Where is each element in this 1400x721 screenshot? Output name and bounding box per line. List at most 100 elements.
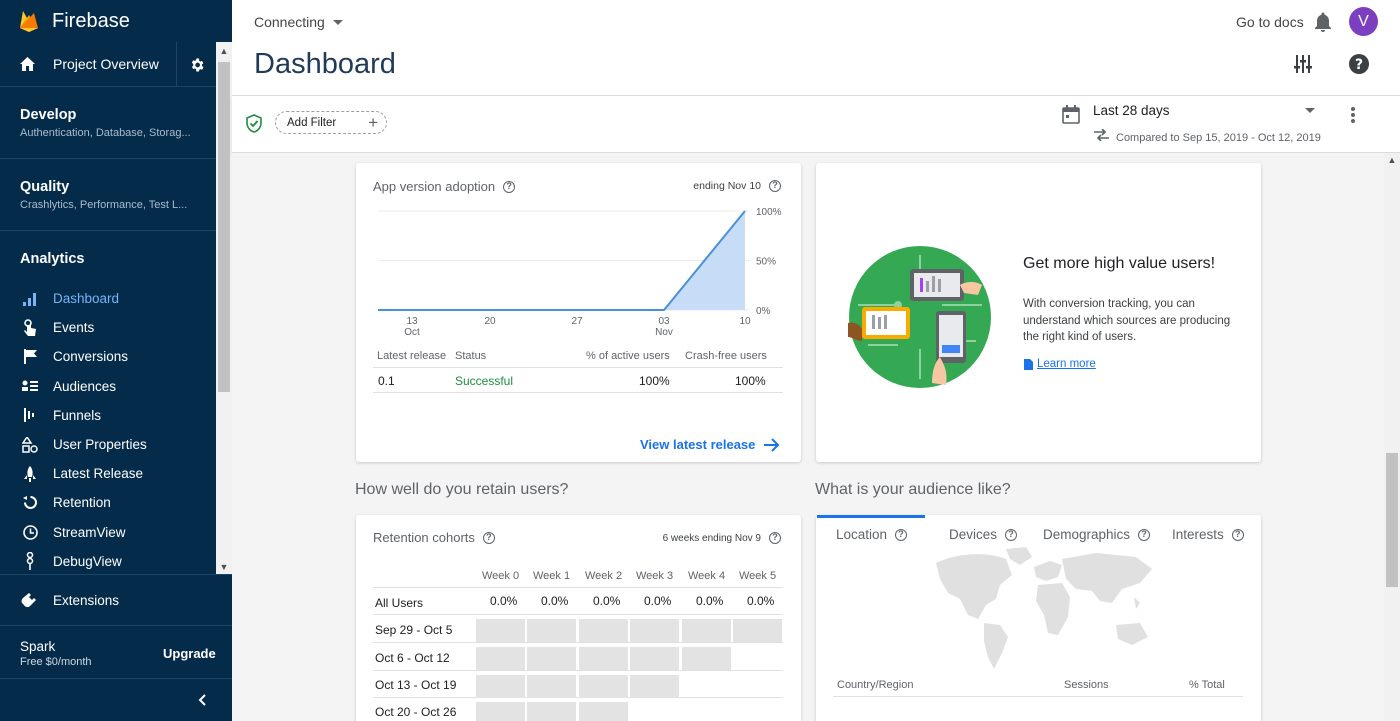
sidebar-item-dashboard[interactable]: Dashboard (0, 284, 216, 313)
tab-demographics[interactable]: Demographics ? (1043, 527, 1151, 542)
firebase-brand[interactable]: Firebase (0, 0, 232, 42)
sidebar-scroll-thumb[interactable] (218, 62, 230, 392)
arrow-right-icon (764, 437, 780, 452)
divider (373, 614, 783, 615)
help-icon[interactable]: ? (1349, 54, 1369, 74)
upgrade-button[interactable]: Upgrade (163, 646, 216, 661)
main-scroll-thumb[interactable] (1386, 453, 1398, 587)
main-scrollbar[interactable]: ▲ (1384, 153, 1400, 721)
comparison-range: Compared to Sep 15, 2019 - Oct 12, 2019 (1116, 132, 1321, 144)
svg-text:?: ? (1355, 57, 1363, 73)
divider (373, 367, 783, 368)
retention-cell (630, 647, 679, 670)
project-selector[interactable]: Connecting (254, 14, 343, 30)
project-overview-link[interactable]: Project Overview (53, 56, 159, 72)
scroll-up-icon[interactable]: ▲ (219, 46, 229, 56)
active-tab-indicator (817, 515, 925, 518)
ending-text: ending Nov 10 (693, 180, 761, 192)
sidebar-item-debugview[interactable]: DebugView (0, 547, 216, 574)
sidebar-item-label: StreamView (53, 524, 126, 540)
sidebar-item-label: Dashboard (53, 291, 120, 307)
sidebar-item-retention[interactable]: Retention (0, 488, 216, 517)
header: Connecting Dashboard Go to docs V ? (232, 0, 1400, 95)
quality-group[interactable]: Quality Crashlytics, Performance, Test L… (0, 159, 216, 231)
y-tick-label: 100% (756, 207, 782, 218)
retention-cell (579, 647, 628, 670)
sidebar-item-label: Events (53, 320, 95, 336)
calendar-icon (1062, 105, 1080, 124)
retention-cell (527, 647, 576, 670)
learn-more-link[interactable]: Learn more (1024, 358, 1096, 370)
help-circle-icon[interactable]: ? (769, 180, 781, 192)
week-header: Week 2 (585, 570, 623, 582)
x-tick-label: 13 (406, 316, 418, 327)
sidebar-item-streamview[interactable]: StreamView (0, 518, 216, 547)
debug-icon (21, 552, 39, 571)
help-circle-icon[interactable]: ? (1005, 528, 1018, 541)
sidebar-item-audiences[interactable]: Audiences (0, 372, 216, 401)
project-overview-row: Project Overview (0, 42, 216, 87)
help-circle-icon[interactable]: ? (1138, 528, 1151, 541)
app-version-card: App version adoption ? ending Nov 10 ? 1… (356, 163, 801, 462)
develop-title: Develop (20, 107, 77, 123)
develop-group[interactable]: Develop Authentication, Database, Storag… (0, 87, 216, 159)
avatar[interactable]: V (1349, 7, 1378, 36)
sidebar-item-funnels[interactable]: Funnels (0, 401, 216, 430)
tab-interests[interactable]: Interests ? (1172, 527, 1244, 542)
quality-subtitle: Crashlytics, Performance, Test L... (20, 199, 188, 211)
home-icon (20, 57, 36, 71)
help-circle-icon[interactable]: ? (895, 528, 908, 541)
retention-cell (579, 702, 628, 721)
help-circle-icon[interactable]: ? (1231, 528, 1244, 541)
x-tick-label: 10 (739, 316, 751, 327)
col-crash-free: Crash-free users (685, 350, 767, 362)
tab-label: Demographics (1043, 527, 1131, 542)
shield-check-icon (246, 114, 262, 133)
help-circle-icon[interactable]: ? (503, 180, 516, 193)
sidebar-item-label: Retention (53, 495, 111, 511)
card-title: App version adoption ? (373, 179, 516, 194)
more-options-icon[interactable] (1350, 106, 1356, 124)
filter-bar: Add Filter + Last 28 days Compared to Se… (232, 95, 1400, 153)
add-filter-button[interactable]: Add Filter + (275, 111, 387, 134)
date-range-select[interactable]: Last 28 days (1093, 103, 1315, 123)
help-circle-icon[interactable]: ? (769, 532, 781, 544)
go-to-docs-link[interactable]: Go to docs (1236, 14, 1304, 30)
cohort-label: Oct 13 - Oct 19 (375, 678, 457, 692)
sidebar-item-label: Extensions (53, 592, 120, 608)
collapse-sidebar-icon[interactable] (192, 690, 212, 710)
view-latest-release-link[interactable]: View latest release (640, 437, 780, 452)
analytics-group[interactable]: Analytics (0, 231, 216, 284)
quality-title: Quality (20, 179, 70, 195)
sidebar-item-conversions[interactable]: Conversions (0, 342, 216, 371)
sidebar-item-extensions[interactable]: Extensions (0, 574, 232, 626)
y-tick-label: 0% (756, 306, 771, 317)
week-header: Week 3 (636, 570, 674, 582)
tab-devices[interactable]: Devices ? (949, 527, 1018, 542)
sidebar-item-user-properties[interactable]: User Properties (0, 430, 216, 459)
flag-icon (21, 348, 39, 366)
divider (373, 670, 783, 671)
retention-value: 0.0% (541, 594, 569, 608)
sidebar-scrollbar[interactable]: ▲ ▼ (216, 42, 232, 574)
sidebar-item-latest-release[interactable]: Latest Release (0, 459, 216, 488)
settings-gear-icon[interactable] (176, 42, 216, 87)
funnel-icon (21, 406, 39, 424)
retention-title: Retention cohorts (373, 530, 475, 545)
retention-cell (476, 619, 525, 642)
develop-subtitle: Authentication, Database, Storag... (20, 127, 191, 139)
extensions-icon (21, 592, 39, 608)
scroll-up-icon[interactable]: ▲ (1387, 155, 1397, 165)
sidebar-item-events[interactable]: Events (0, 313, 216, 342)
tab-location[interactable]: Location ? (836, 527, 908, 542)
customize-tune-icon[interactable] (1294, 55, 1312, 73)
col-status: Status (455, 350, 487, 362)
sidebar-item-label: Conversions (53, 349, 129, 365)
col-sessions: Sessions (1064, 679, 1109, 691)
help-circle-icon[interactable]: ? (482, 531, 495, 544)
scroll-down-icon[interactable]: ▼ (219, 562, 229, 572)
clock-icon (21, 523, 39, 541)
retention-value: 0.0% (644, 594, 672, 608)
analytics-title: Analytics (20, 251, 85, 267)
notifications-bell-icon[interactable] (1314, 12, 1332, 32)
